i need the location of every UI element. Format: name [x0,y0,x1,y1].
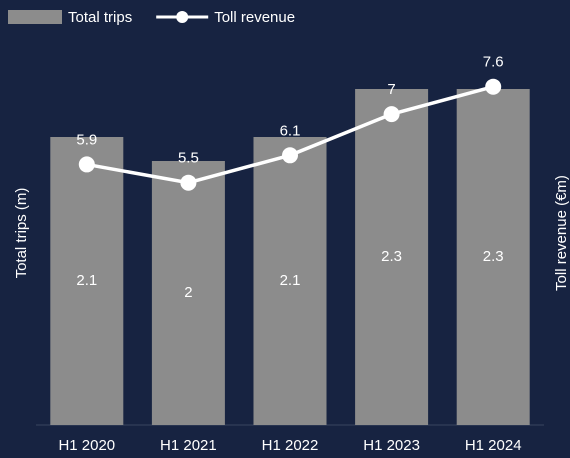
x-tick-label: H1 2020 [58,437,115,454]
bar-value-label: 2.3 [483,248,504,265]
y-axis-label: Total trips (m) [13,188,30,279]
bar [151,161,225,425]
legend-label: Total trips [68,9,132,26]
line-value-label: 7 [387,81,395,98]
x-tick-label: H1 2024 [465,437,522,454]
bar [253,137,327,425]
x-tick-label: H1 2021 [160,437,217,454]
line-marker [282,147,298,164]
y2-axis-label: Toll revenue (€m) [553,175,570,291]
bar [456,89,530,425]
bar-value-label: 2.3 [381,248,402,265]
line-marker [383,106,400,123]
bar-value-label: 2 [184,284,192,301]
legend-label: Toll revenue [214,9,295,26]
line-value-label: 5.5 [178,150,199,167]
x-tick-label: H1 2022 [262,437,319,454]
line-value-label: 7.6 [483,54,504,71]
bar [355,89,429,425]
bar-value-label: 2.1 [280,272,301,289]
line-value-label: 5.9 [76,131,97,148]
line-value-label: 6.1 [280,122,301,139]
bar-value-label: 2.1 [76,272,97,289]
line-marker [78,156,95,173]
legend-marker [176,11,189,23]
x-tick-label: H1 2023 [363,437,420,454]
line-marker [485,78,502,95]
bar [50,137,124,425]
line-marker [180,174,197,191]
legend-swatch [8,10,62,24]
